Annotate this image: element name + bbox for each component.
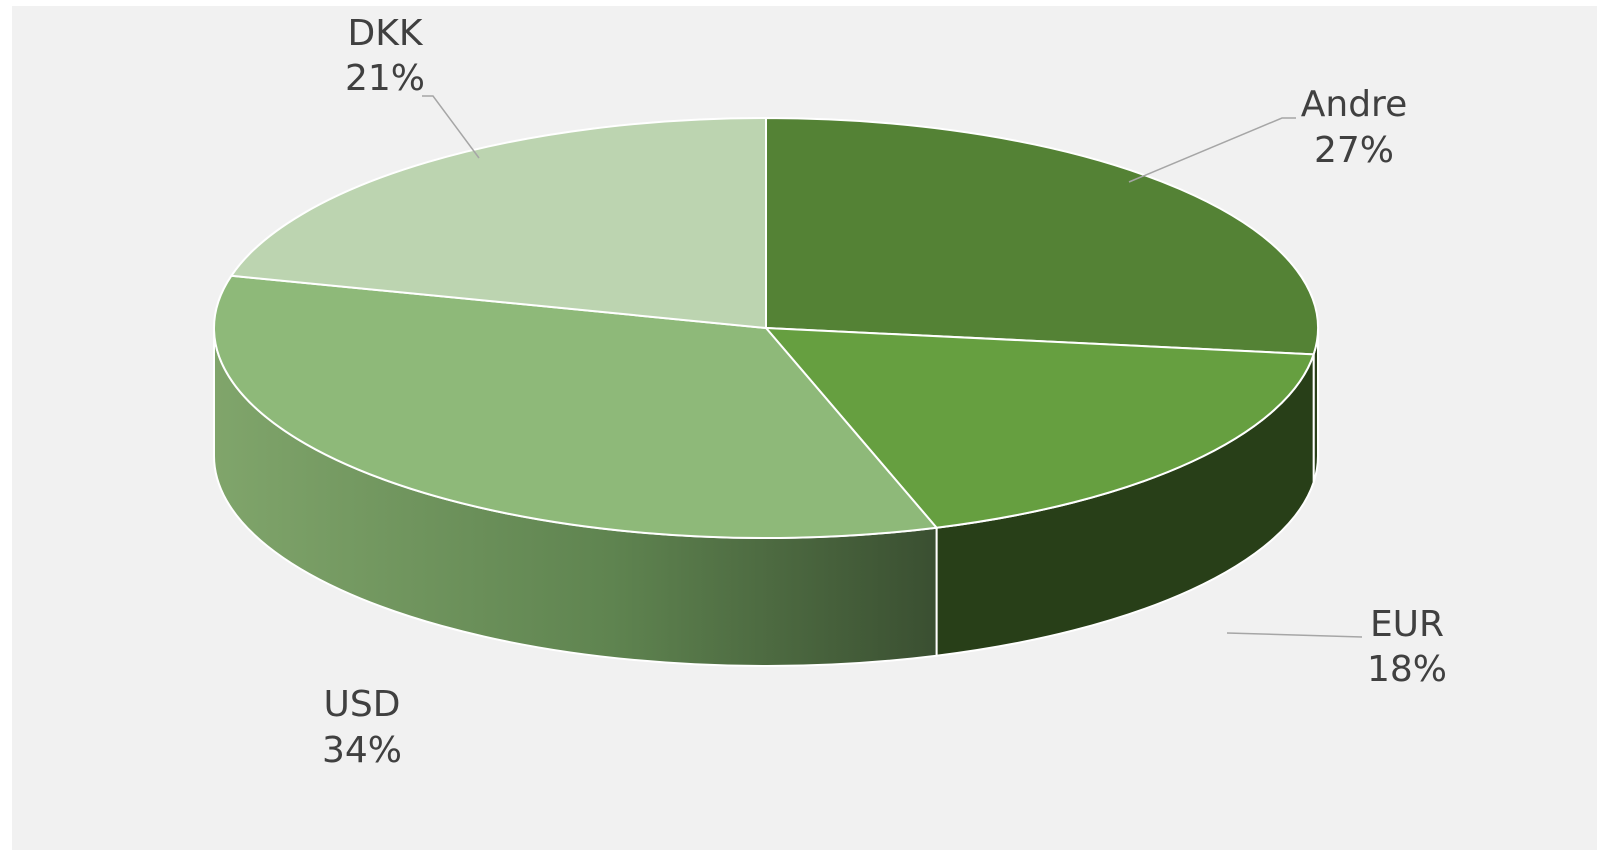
chart-area: Andre 27% EUR 18% USD 34% DKK 21% (12, 6, 1597, 850)
slice-andre[interactable] (765, 117, 1319, 356)
label-percent-andre: 27% (1314, 130, 1394, 171)
label-category-andre: Andre (1301, 84, 1407, 125)
slice-usd[interactable] (213, 274, 938, 539)
label-percent-dkk: 21% (345, 58, 425, 99)
label-category-eur: EUR (1370, 604, 1444, 645)
leader-line-andre (1128, 117, 1296, 183)
pie-slices (213, 117, 1319, 539)
leader-line-dkk (422, 95, 480, 159)
slice-eur[interactable] (765, 327, 1315, 529)
label-category-dkk: DKK (348, 13, 424, 54)
slice-dkk[interactable] (230, 117, 767, 329)
leader-lines (422, 95, 1363, 638)
label-percent-eur: 18% (1367, 649, 1447, 690)
label-percent-usd: 34% (322, 730, 402, 771)
label-category-usd: USD (324, 684, 401, 725)
leader-line-eur (1226, 632, 1363, 638)
